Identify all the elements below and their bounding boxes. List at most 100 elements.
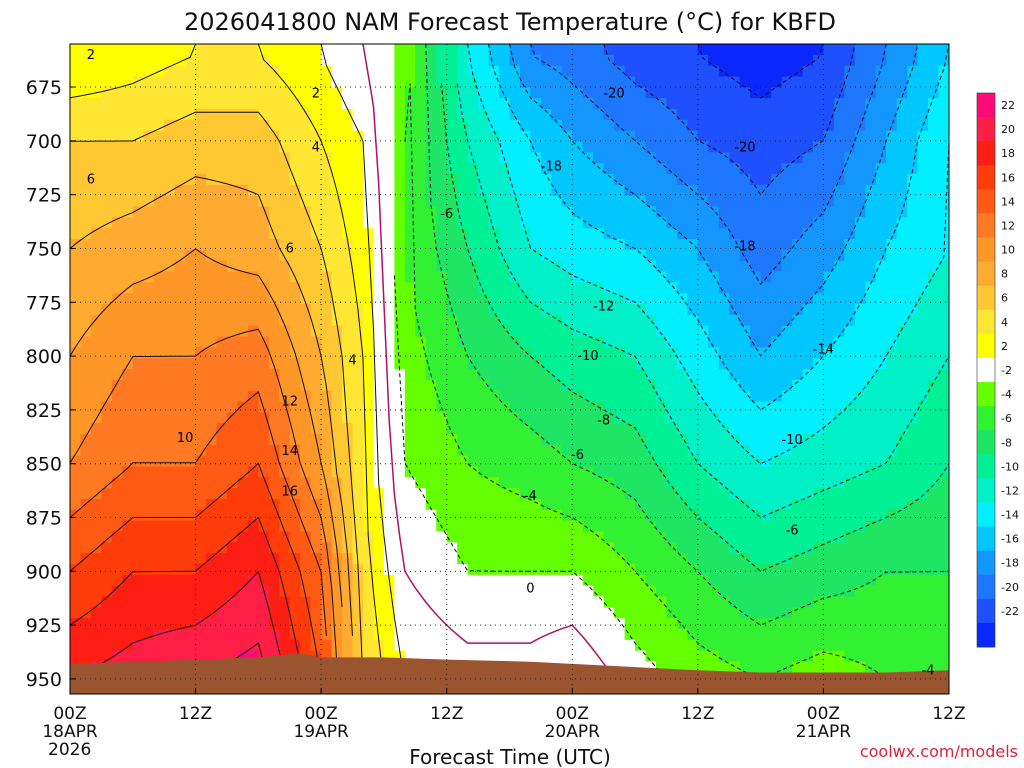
temperature-cell: [467, 509, 479, 522]
temperature-cell: [561, 466, 573, 478]
temperature-cell: [70, 379, 82, 392]
temperature-cell: [676, 358, 688, 370]
temperature-cell: [687, 553, 699, 565]
temperature-cell: [519, 629, 532, 641]
temperature-cell: [289, 314, 301, 327]
temperature-cell: [321, 585, 333, 598]
temperature-cell: [917, 585, 929, 598]
temperature-cell: [530, 228, 542, 240]
temperature-cell: [750, 564, 762, 576]
temperature-cell: [457, 553, 469, 565]
temperature-cell: [446, 347, 458, 359]
temperature-cell: [917, 44, 929, 56]
temperature-cell: [666, 466, 678, 478]
temperature-cell: [289, 65, 301, 78]
temperature-cell: [635, 65, 647, 78]
temperature-cell: [687, 282, 699, 294]
temperature-cell: [185, 607, 197, 619]
temperature-cell: [499, 87, 511, 99]
temperature-cell: [666, 639, 678, 652]
temperature-cell: [917, 358, 929, 370]
temperature-cell: [928, 314, 940, 327]
temperature-cell: [519, 217, 532, 229]
temperature-cell: [143, 444, 155, 457]
temperature-cell: [457, 401, 469, 413]
temperature-cell: [645, 423, 657, 435]
temperature-cell: [373, 477, 385, 489]
temperature-cell: [875, 184, 887, 197]
temperature-cell: [697, 379, 709, 392]
temperature-cell: [425, 217, 437, 229]
temperature-cell: [739, 152, 751, 164]
temperature-cell: [467, 390, 479, 403]
temperature-cell: [530, 639, 542, 652]
temperature-cell: [373, 119, 385, 132]
temperature-cell: [446, 44, 458, 56]
temperature-cell: [478, 98, 490, 110]
temperature-cell: [488, 423, 500, 435]
temperature-cell: [551, 65, 563, 78]
temperature-cell: [404, 618, 416, 630]
temperature-cell: [436, 650, 448, 663]
temperature-cell: [582, 564, 594, 576]
temperature-cell: [185, 249, 197, 262]
temperature-cell: [886, 44, 898, 56]
temperature-cell: [415, 119, 427, 132]
temperature-cell: [802, 650, 814, 663]
temperature-cell: [603, 347, 615, 359]
temperature-cell: [436, 596, 448, 608]
temperature-cell: [247, 607, 259, 619]
temperature-cell: [666, 98, 678, 110]
temperature-cell: [467, 553, 479, 565]
temperature-cell: [342, 629, 354, 641]
temperature-cell: [750, 477, 762, 489]
temperature-cell: [206, 141, 218, 153]
temperature-cell: [854, 618, 866, 630]
temperature-cell: [195, 434, 207, 446]
temperature-cell: [593, 629, 605, 641]
temperature-cell: [342, 130, 354, 143]
temperature-cell: [195, 249, 207, 262]
temperature-cell: [342, 455, 354, 468]
temperature-cell: [467, 249, 479, 262]
temperature-cell: [195, 531, 207, 543]
temperature-cell: [781, 228, 793, 240]
temperature-cell: [708, 358, 720, 370]
temperature-cell: [352, 109, 364, 121]
temperature-cell: [530, 607, 542, 619]
temperature-cell: [258, 564, 270, 576]
temperature-cell: [635, 347, 647, 359]
temperature-cell: [729, 98, 741, 110]
temperature-cell: [540, 466, 552, 478]
temperature-cell: [237, 574, 249, 587]
temperature-cell: [718, 639, 730, 652]
temperature-cell: [425, 553, 437, 565]
temperature-cell: [540, 76, 552, 88]
temperature-cell: [603, 260, 615, 273]
temperature-cell: [697, 629, 709, 641]
temperature-cell: [593, 44, 605, 56]
temperature-cell: [645, 607, 657, 619]
temperature-cell: [917, 401, 929, 413]
temperature-cell: [352, 423, 364, 435]
temperature-cell: [812, 304, 825, 316]
temperature-cell: [792, 217, 804, 229]
temperature-cell: [750, 76, 762, 88]
temperature-cell: [342, 304, 354, 316]
temperature-cell: [708, 596, 720, 608]
temperature-cell: [896, 585, 908, 598]
temperature-cell: [90, 618, 102, 630]
temperature-cell: [174, 119, 186, 132]
temperature-cell: [708, 423, 720, 435]
temperature-cell: [383, 542, 395, 554]
temperature-cell: [802, 401, 814, 413]
temperature-cell: [530, 444, 542, 457]
temperature-cell: [488, 531, 500, 543]
temperature-cell: [865, 650, 877, 663]
temperature-cell: [279, 249, 291, 262]
temperature-cell: [279, 98, 291, 110]
temperature-cell: [812, 574, 825, 587]
temperature-cell: [425, 109, 437, 121]
temperature-cell: [226, 542, 239, 554]
temperature-cell: [561, 293, 573, 305]
